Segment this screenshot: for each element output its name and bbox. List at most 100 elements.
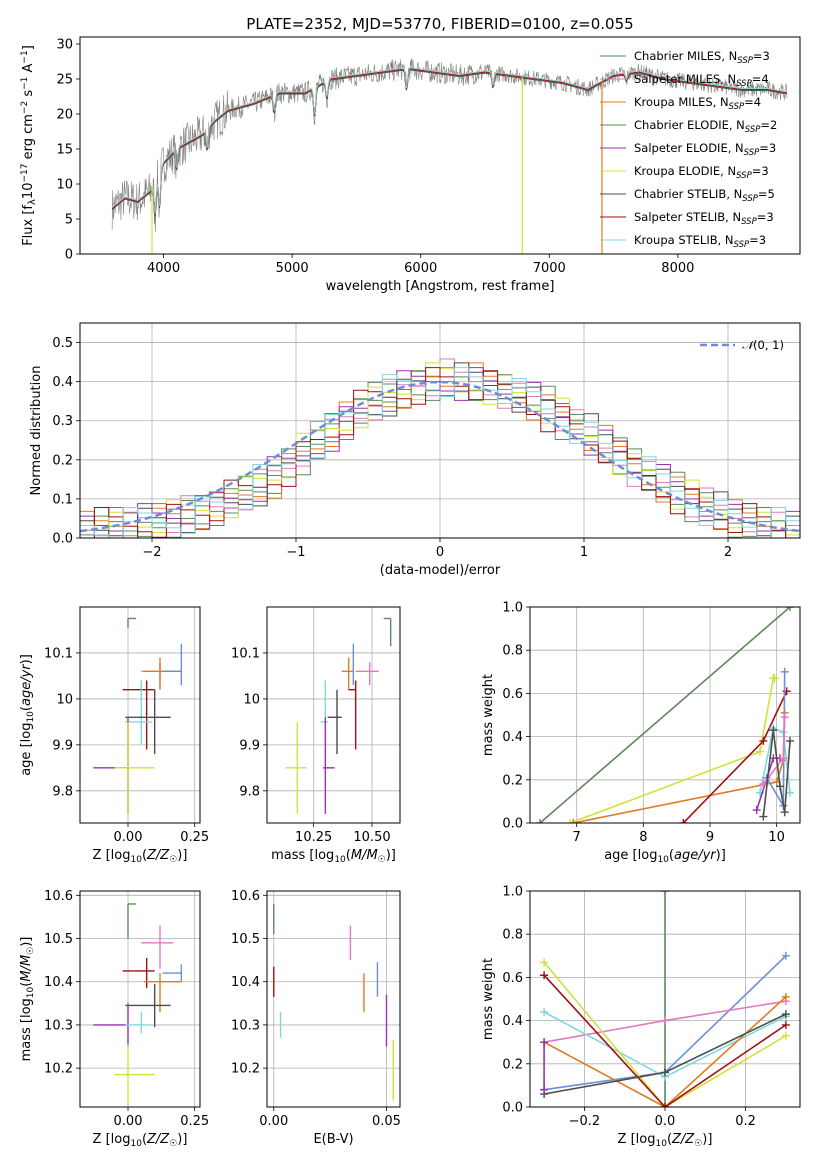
- x-tick-label: −1: [286, 545, 305, 560]
- x-tick-label: 0.25: [180, 1114, 209, 1129]
- legend-label: Salpeter ELODIE, NSSP=3: [634, 141, 776, 158]
- weight-marker: [780, 713, 789, 722]
- error-bar-point: [141, 925, 174, 969]
- weight-marker: [786, 607, 794, 611]
- error-bar-point: [383, 617, 392, 647]
- y-tick-label: 0.0: [502, 1101, 523, 1116]
- x-tick-label: 1: [580, 545, 588, 560]
- weight-series: [540, 971, 790, 1107]
- weight-marker: [786, 788, 794, 797]
- x-axis-label: wavelength [Angstrom, rest frame]: [326, 279, 555, 294]
- error-bar-point: [341, 657, 354, 690]
- legend-label-main: Chabrier MILES, N: [634, 49, 737, 63]
- weight-line: [759, 726, 791, 793]
- legend-label: Chabrier ELODIE, NSSP=2: [634, 118, 777, 135]
- x-tick-label: 0.00: [114, 1114, 143, 1129]
- legend-label: Kroupa STELIB, NSSP=3: [634, 233, 766, 250]
- legend-label-sub: SSP: [729, 102, 745, 112]
- panel-mass-vs-z: 0.00 0.25 10.2 10.3 10.4 10.5 10.6 Z [log10(Z/Z…: [19, 889, 209, 1149]
- weight-marker: [756, 747, 764, 756]
- legend-label-main: Kroupa ELODIE, N: [634, 164, 736, 178]
- x-tick-label: 10.50: [353, 830, 390, 845]
- weight-marker: [540, 1085, 549, 1094]
- y-tick-label: 0.4: [502, 1014, 523, 1029]
- x-tick-label: 5000: [276, 261, 309, 276]
- weight-marker: [781, 1020, 790, 1029]
- plot-area-age-vs-z: [93, 617, 183, 814]
- error-bar-point: [348, 680, 357, 750]
- x-tick-label: −2: [142, 545, 161, 560]
- y-tick-label: 9.8: [52, 784, 73, 799]
- y-tick-label: 10.3: [231, 1018, 260, 1033]
- panel-age-vs-mass: 10.25 10.50 9.8 9.9 10 10.1 mass [log10(M/M☉)]: [231, 606, 401, 865]
- x-axis-label: Z [log10(Z/Z☉)]: [93, 848, 188, 865]
- y-tick-label: 10.4: [44, 975, 73, 990]
- legend-label-main: Chabrier ELODIE, N: [634, 118, 745, 132]
- legend-label-sub: SSP: [736, 79, 752, 89]
- legend-label-tail: =4: [752, 72, 769, 86]
- error-bar-point: [323, 717, 335, 814]
- error-bar-point: [327, 689, 342, 755]
- axes-frame: [266, 606, 401, 824]
- error-bar-point: [122, 957, 155, 989]
- weight-marker: [569, 819, 578, 823]
- y-tick-label: 0.6: [502, 971, 523, 986]
- y-tick-label: 0.1: [52, 492, 73, 507]
- error-bar-point: [114, 721, 155, 814]
- legend-label-tail: =3: [753, 49, 770, 63]
- y-tick-label: 10.1: [44, 646, 73, 661]
- weight-series: [759, 713, 789, 789]
- y-tick-label: 0.8: [502, 644, 523, 659]
- legend-label-main: Salpeter STELIB, N: [634, 210, 741, 224]
- x-axis-label: age [log10(age/yr)]: [604, 848, 726, 865]
- weight-marker: [780, 808, 789, 817]
- histogram-series: [80, 367, 800, 538]
- error-bar-point: [162, 964, 183, 982]
- x-tick-label: 4000: [147, 261, 180, 276]
- error-bar-point: [125, 983, 171, 1028]
- error-bar-point: [162, 643, 183, 686]
- weight-marker: [781, 951, 790, 960]
- y-tick-label: 0: [65, 248, 73, 263]
- weight-marker: [759, 812, 768, 821]
- y-axis-label: age [log10(age/yr)]: [19, 654, 36, 776]
- legend-label-sub: SSP: [734, 240, 750, 250]
- x-tick-label: 10: [768, 830, 785, 845]
- plot-area-spectrum: [111, 58, 788, 254]
- legend-label: Kroupa ELODIE, NSSP=3: [634, 164, 769, 181]
- histogram-series: [80, 367, 800, 538]
- legend-label-main: Kroupa MILES, N: [634, 95, 729, 109]
- x-axis-label: Z [log10(Z/Z☉)]: [93, 1132, 188, 1149]
- weight-marker: [770, 674, 779, 683]
- y-tick-label: 10.3: [44, 1018, 73, 1033]
- weight-marker: [776, 782, 784, 791]
- weight-marker: [759, 736, 768, 745]
- y-tick-label: 0.0: [52, 532, 73, 547]
- panel-age-vs-z: 0.00 0.25 9.8 9.9 10 10.1 Z [log10(Z/Z☉)] age […: [19, 606, 209, 865]
- panel-mass-vs-ebv: 0.00 0.05 10.2 10.3 10.4 10.5 10.6 E(B-V): [231, 889, 401, 1147]
- y-tick-label: 9.9: [239, 738, 260, 753]
- weight-series: [566, 674, 779, 823]
- panel-residuals: −2 −1 0 1 2 0.0 0.1 0.2 0.3 0.4 0.5 𝒩(0, 1) (data-mo…: [29, 322, 801, 578]
- y-tick-label: 0.6: [502, 687, 523, 702]
- axes-frame: [79, 606, 201, 824]
- weight-series: [756, 723, 794, 797]
- weight-line: [543, 974, 787, 1107]
- y-axis-label: Normed distribution: [29, 366, 44, 496]
- error-bar-point: [355, 662, 379, 686]
- y-tick-label: 0.2: [502, 1057, 523, 1072]
- axes-frame: [79, 36, 801, 255]
- x-tick-label: −0.2: [569, 1114, 601, 1129]
- x-axis-label: Z [log10(Z/Z☉)]: [618, 1132, 713, 1149]
- weight-marker: [661, 891, 669, 895]
- plot-area-mass-vs-z: [93, 903, 183, 1105]
- weight-series: [540, 1038, 549, 1094]
- axes-frame: [266, 890, 401, 1108]
- y-tick-label: 5: [65, 213, 73, 228]
- model-line: [111, 69, 787, 217]
- error-bar-point: [125, 689, 171, 755]
- y-tick-label: 30: [56, 38, 73, 53]
- y-tick-label: 0.5: [52, 336, 73, 351]
